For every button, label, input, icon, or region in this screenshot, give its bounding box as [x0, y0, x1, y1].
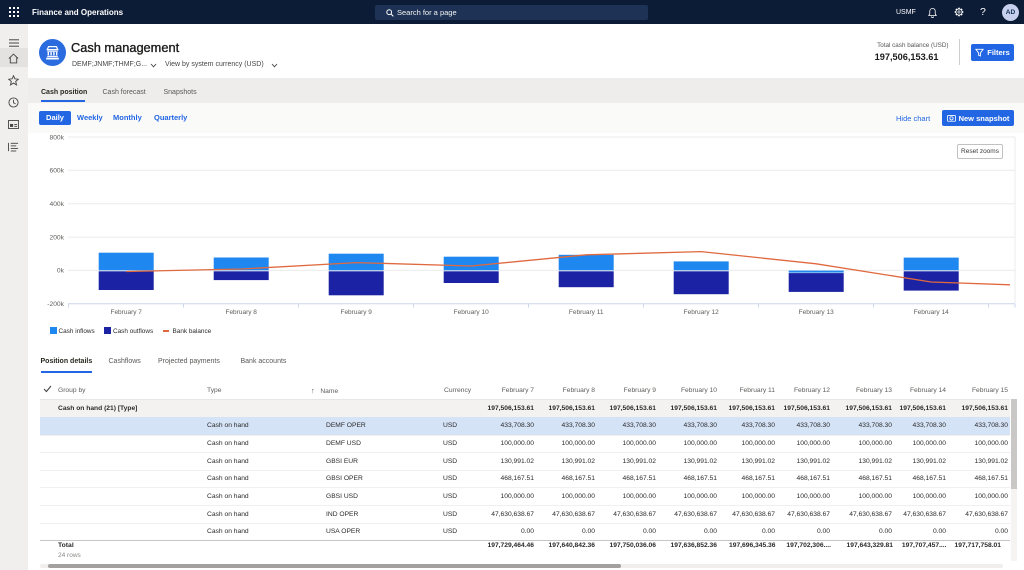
svg-text:800k: 800k [49, 134, 64, 141]
svg-text:200k: 200k [49, 234, 64, 241]
svg-text:-200k: -200k [47, 301, 64, 308]
svg-text:February 12: February 12 [684, 309, 719, 316]
svg-text:February 9: February 9 [340, 309, 372, 316]
svg-text:February 11: February 11 [569, 309, 604, 316]
svg-text:February 7: February 7 [110, 309, 142, 316]
svg-text:February 10: February 10 [454, 309, 489, 316]
svg-text:February 8: February 8 [225, 309, 257, 316]
svg-text:600k: 600k [49, 168, 64, 175]
svg-text:400k: 400k [49, 201, 64, 208]
svg-text:February 14: February 14 [914, 309, 949, 316]
svg-text:0k: 0k [57, 268, 65, 275]
svg-text:February 13: February 13 [799, 309, 834, 316]
